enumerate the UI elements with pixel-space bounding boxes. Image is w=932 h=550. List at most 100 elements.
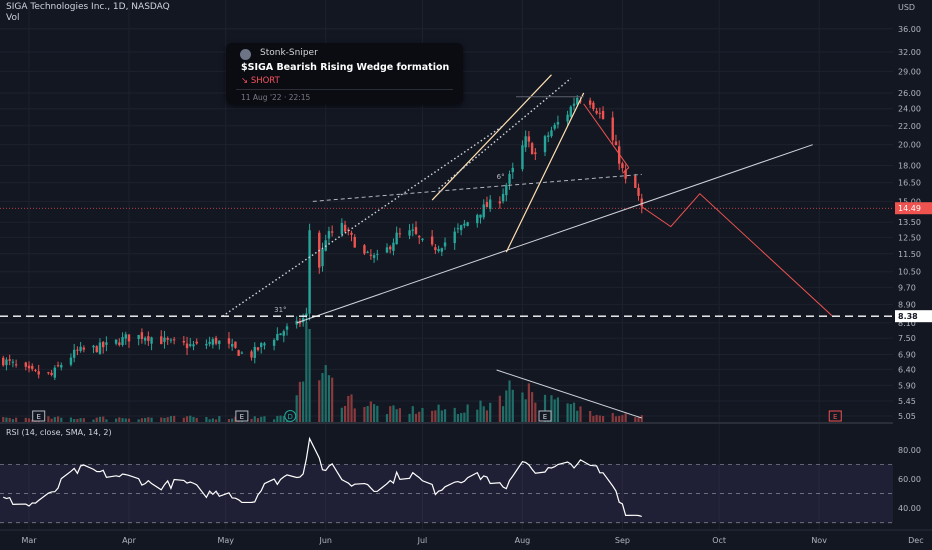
volume-bar	[253, 416, 256, 422]
candle-body	[321, 249, 324, 267]
candle-body	[637, 187, 640, 196]
price-tick-label: 8.90	[898, 300, 916, 309]
volume-bar	[418, 411, 421, 422]
candle-body	[372, 255, 376, 258]
candle-body	[340, 222, 344, 234]
candle-body	[101, 341, 105, 348]
candle-body	[192, 344, 195, 347]
volume-bar	[431, 410, 434, 422]
volume-bar	[327, 375, 331, 422]
resistance-dashed-line	[312, 173, 642, 202]
volume-bar	[369, 401, 372, 422]
volume-bar	[392, 405, 395, 422]
volume-bar	[460, 413, 463, 422]
volume-bar	[102, 416, 105, 422]
dividend-marker[interactable]	[284, 410, 297, 422]
candle-body	[601, 110, 605, 119]
candle-body	[298, 321, 302, 324]
volume-bar	[385, 414, 389, 422]
candle-body	[14, 364, 18, 366]
time-axis[interactable]	[0, 530, 932, 550]
earnings-marker[interactable]	[538, 410, 552, 422]
candle-body	[466, 222, 469, 226]
candle-body	[392, 242, 395, 251]
price-tick-label: 12.50	[898, 233, 921, 242]
volume-bar	[389, 406, 392, 422]
candle-body	[182, 340, 186, 343]
candle-body	[411, 229, 414, 231]
candle-body	[137, 334, 140, 339]
candle-body	[92, 345, 95, 348]
volume-bar	[79, 418, 82, 422]
candle-body	[592, 102, 595, 110]
candle-body	[60, 364, 63, 368]
dotted-trend-line	[222, 125, 504, 317]
candle-body	[534, 152, 537, 155]
candle-body	[11, 361, 15, 363]
candle-body	[569, 106, 573, 117]
volume-bar	[218, 416, 221, 422]
volume-bar	[302, 381, 305, 422]
volume-bar	[508, 380, 511, 422]
candle-body	[363, 245, 366, 254]
candle-body	[56, 365, 60, 367]
candle-body	[234, 341, 237, 348]
volume-bar	[363, 407, 366, 422]
volume-bar	[295, 395, 298, 422]
volume-bar	[121, 418, 124, 422]
volume-bar	[614, 416, 618, 422]
candle-body	[430, 236, 434, 245]
volume-bar	[553, 399, 556, 422]
volume-bar	[505, 390, 508, 422]
volume-bar	[82, 418, 85, 422]
volume-bar	[589, 410, 592, 422]
candle-body	[437, 248, 440, 252]
candle-body	[260, 343, 263, 348]
support-trendline	[296, 144, 813, 324]
price-tick-label: 26.00	[898, 89, 921, 98]
volume-bar	[173, 415, 176, 422]
price-tick-label: 32.00	[898, 48, 921, 57]
price-tick-label: 5.45	[898, 397, 916, 406]
volume-bar	[118, 417, 121, 422]
earnings-marker[interactable]	[828, 410, 842, 422]
candle-body	[463, 223, 466, 226]
volume-bar	[5, 417, 8, 422]
level-price-label: 8.38	[898, 312, 918, 321]
price-tick-label: 5.90	[898, 381, 916, 390]
level-price-tag	[895, 310, 932, 323]
volume-bar	[353, 408, 356, 422]
candle-body	[343, 224, 347, 232]
time-tick-label: Jun	[318, 536, 332, 545]
volume-bar	[305, 322, 308, 422]
volume-bar	[73, 419, 76, 422]
earnings-marker[interactable]	[32, 410, 46, 422]
projected-path	[641, 192, 833, 317]
volume-bar	[376, 405, 379, 422]
time-tick-label: Oct	[712, 536, 726, 545]
candle-body	[240, 352, 244, 354]
earnings-marker[interactable]	[235, 410, 249, 422]
event-marker-label: E	[36, 413, 40, 421]
volume-bar	[260, 416, 263, 422]
price-tick-label: 10.50	[898, 268, 921, 277]
candle-body	[140, 332, 144, 339]
idea-title: $SIGA Bearish Rising Wedge formation	[241, 62, 450, 73]
candle-body	[408, 230, 411, 236]
idea-card[interactable]: Stonk-Sniper $SIGA Bearish Rising Wedge …	[226, 43, 463, 104]
candle-body	[147, 336, 150, 341]
price-tick-label: 11.50	[898, 250, 921, 259]
price-tick-label: 29.00	[898, 67, 921, 76]
volume-bar	[140, 418, 143, 422]
rsi-tick-label: 80.00	[898, 446, 921, 455]
volume-bar	[637, 417, 640, 422]
volume-bar	[511, 389, 514, 422]
candle-body	[595, 110, 598, 114]
candle-body	[24, 362, 27, 367]
candle-body	[330, 231, 334, 233]
candle-body	[508, 173, 511, 184]
price-axis[interactable]	[893, 0, 932, 550]
candle-body	[127, 334, 131, 342]
volume-bar	[640, 415, 643, 422]
